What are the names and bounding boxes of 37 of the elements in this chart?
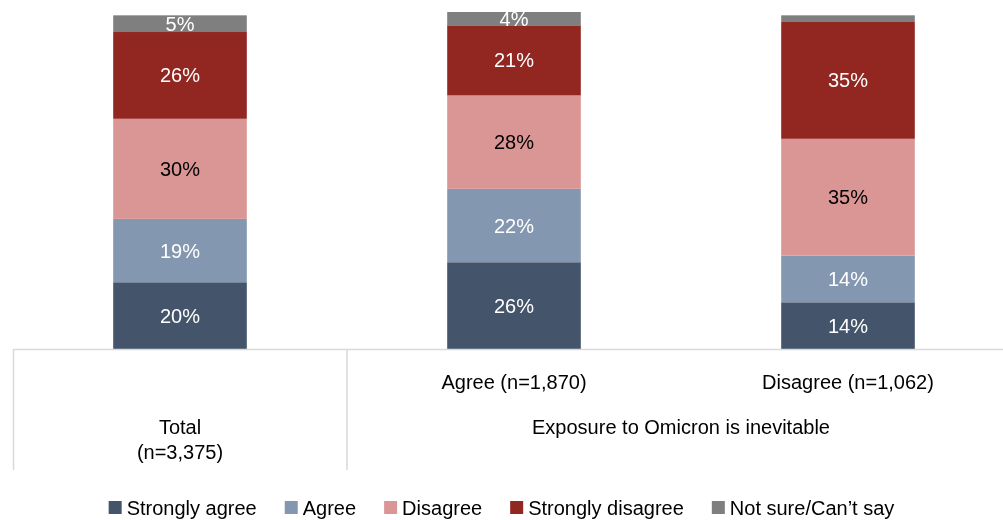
data-label: 20%	[159, 304, 201, 327]
data-label: 5%	[165, 12, 195, 35]
bar	[113, 32, 247, 119]
data-label: 14%	[827, 314, 869, 337]
bar	[447, 188, 581, 263]
bar	[781, 255, 915, 303]
bar	[781, 302, 915, 349]
data-label: 28%	[493, 131, 535, 154]
text: Total (n=3,375)	[136, 416, 224, 463]
data-label: 22%	[493, 214, 535, 237]
legend-label: Disagree	[402, 496, 483, 519]
bar	[113, 15, 247, 33]
bar	[447, 95, 581, 189]
data-label: 26%	[493, 294, 535, 317]
data-label: 14%	[827, 267, 869, 290]
legend-label: Strongly disagree	[528, 496, 684, 519]
bar	[113, 218, 247, 283]
data-label: 30%	[159, 157, 201, 180]
bar	[781, 22, 915, 139]
data-label: 4%	[499, 7, 529, 30]
bar	[781, 15, 915, 23]
data-label: 35%	[827, 69, 869, 92]
bar	[447, 262, 581, 349]
data-label: 19%	[159, 239, 201, 262]
data-label: 35%	[827, 186, 869, 209]
text: Exposure to Omicron is inevitable	[532, 416, 830, 438]
legend-label: Strongly agree	[126, 496, 257, 519]
data-label: 26%	[159, 64, 201, 87]
bar	[447, 25, 581, 96]
legend-label: Agree	[302, 496, 357, 519]
legend-label: Not sure/Can’t say	[729, 496, 895, 519]
data-label: 21%	[493, 49, 535, 72]
bar	[781, 138, 915, 256]
x-tick-label: Disagree (n=1,062)	[762, 371, 934, 393]
bar	[113, 118, 247, 219]
x-tick-label: Agree (n=1,870)	[441, 371, 587, 393]
bar	[113, 282, 247, 349]
